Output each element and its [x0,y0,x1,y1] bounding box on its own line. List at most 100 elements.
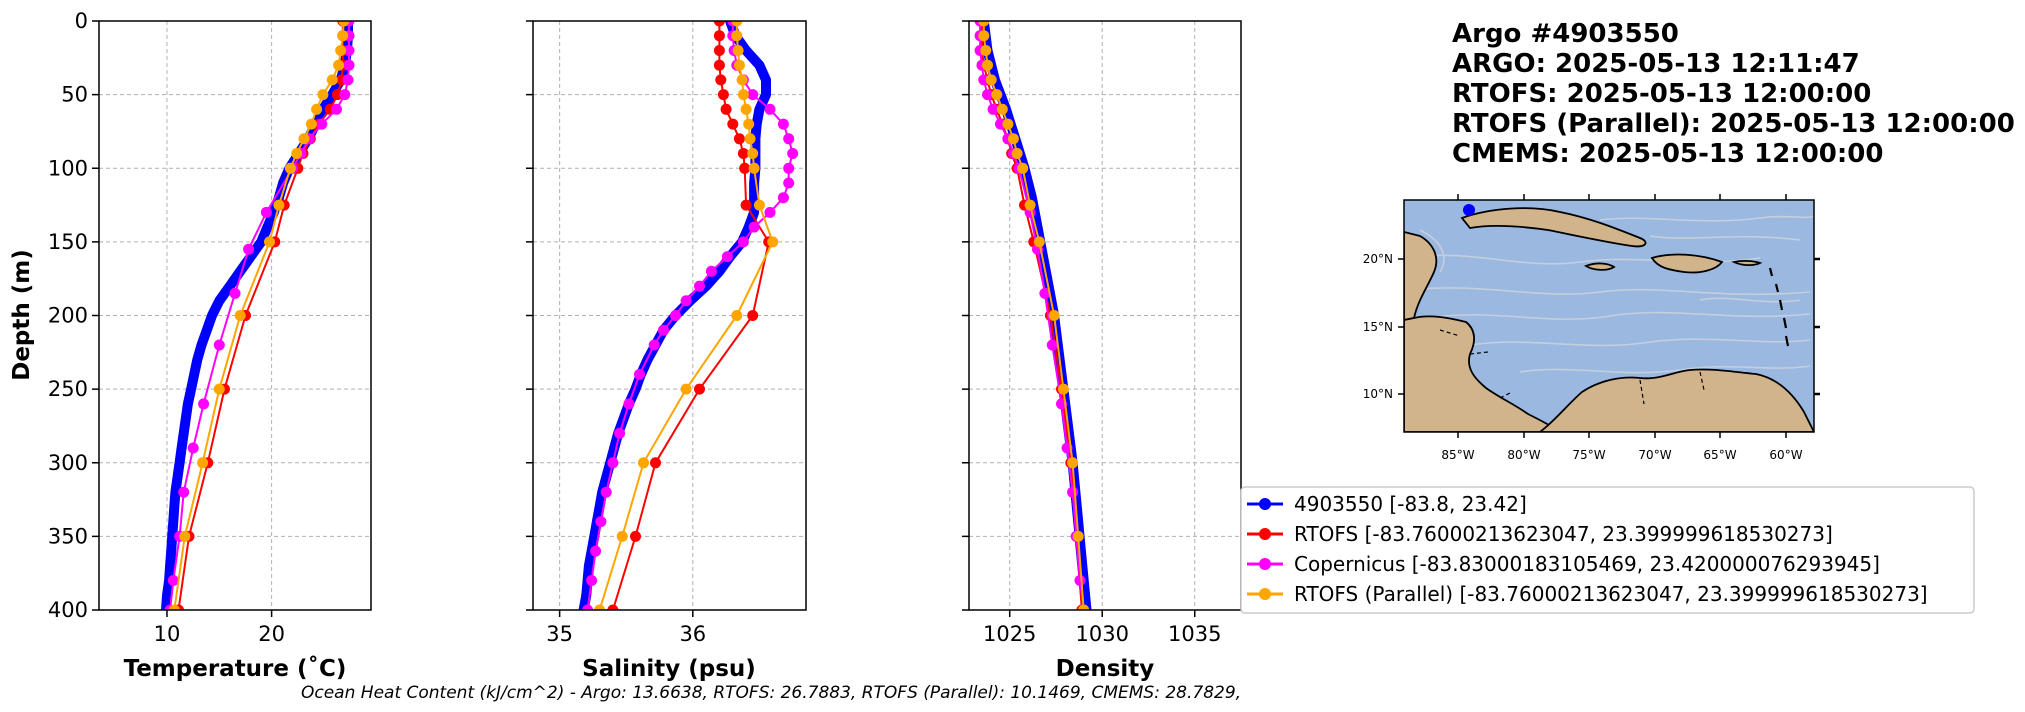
map-lesser-antilles [1768,267,1790,347]
salinity-copernicus-point [764,206,776,218]
map-lon-label: 70°W [1638,448,1671,462]
salinity-rtofs-point [715,74,727,86]
temperature-xlabel: Temperature (˚C) [124,655,347,682]
salinity-rtofs-parallel-point [731,310,743,321]
map-float-marker [1463,204,1475,216]
salinity-copernicus-point [748,221,760,233]
density-rtofs-parallel-point [1002,118,1014,130]
salinity-copernicus-point [787,148,799,159]
map-land-jamaica [1584,262,1616,271]
map-streamlines [1409,215,1814,374]
salinity-copernicus-point [614,427,626,439]
map-borders [1439,329,1705,405]
temperature-rtofs-parallel-point [317,89,329,101]
ytick-label: 150 [48,230,88,254]
map-lon-label: 65°W [1703,448,1736,462]
xtick-label: 10 [154,622,181,646]
salinity-copernicus-point [737,236,749,248]
salinity-copernicus-point [783,133,795,145]
salinity-copernicus-point [783,177,795,189]
legend-box [1240,486,1975,614]
map-frame [1403,199,1815,433]
salinity-rtofs-parallel-point [767,236,779,248]
temperature-copernicus-point [213,339,225,351]
density-rtofs-parallel-point [978,30,990,42]
temperature-copernicus-point [343,45,355,56]
depth-ylabel: Depth (m) [9,249,35,381]
legend-label-copernicus: Copernicus [-83.83000183105469, 23.42000… [1294,552,1880,576]
temperature-rtofs-parallel-point [337,30,349,42]
salinity-copernicus-point [623,398,635,410]
xtick-label: 1035 [1168,622,1221,646]
ytick-label: 0 [75,9,88,33]
temperature-rtofs-parallel-point [333,59,345,71]
title-line-1: Argo #4903550 [1452,19,1679,49]
salinity-rtofs-point [694,383,705,395]
salinity-rtofs-point [717,89,729,101]
density-panel: 1025 1030 1035 Density [962,20,1242,682]
salinity-copernicus-point [595,516,607,528]
salinity-rtofs-parallel-point [740,103,752,115]
density-rtofs-parallel-point [978,21,990,27]
temperature-rtofs-parallel-point [273,199,285,211]
temperature-rtofs-parallel-point [213,383,225,395]
density-copernicus-point [1067,486,1079,498]
ytick-label: 300 [48,451,88,475]
legend-label-rtofs-parallel: RTOFS (Parallel) [-83.76000213623047, 23… [1294,582,1928,606]
temperature-copernicus-point [229,287,241,299]
title-line-2: ARGO: 2025-05-13 12:11:47 [1452,49,1860,79]
title-line-3: RTOFS: 2025-05-13 12:00:00 [1452,79,1871,109]
salinity-rtofs-point [737,148,749,159]
temperature-panel: 0 50 100 150 200 250 300 350 400 10 20 Temperature… [9,9,372,682]
salinity-rtofs-parallel-point [733,59,745,71]
density-rtofs-parallel-point [1078,604,1090,610]
temperature-copernicus-point [331,103,342,115]
xtick-label: 36 [679,622,706,646]
salinity-rtofs-parallel-point [737,89,749,101]
salinity-rtofs-parallel-point [748,162,760,174]
salinity-rtofs-parallel-point [736,74,748,86]
density-copernicus-point [987,103,999,115]
salinity-rtofs-point [740,199,752,211]
density-rtofs-parallel-point [980,45,992,56]
xtick-label: 35 [546,622,573,646]
salinity-copernicus-point [721,251,733,263]
salinity-copernicus-point [777,118,789,130]
temperature-rtofs-parallel-point [311,103,323,115]
salinity-copernicus-point [648,339,660,351]
density-rtofs-parallel-point [1067,457,1079,469]
temperature-rtofs-parallel-point [197,457,209,469]
map-lon-label: 85°W [1441,448,1474,462]
temperature-rtofs-parallel-point [298,133,310,145]
salinity-copernicus-point [783,162,795,174]
salinity-copernicus-point [586,575,598,586]
salinity-rtofs-parallel-point [732,45,744,56]
salinity-rtofs-point [720,103,732,115]
title-line-4: RTOFS (Parallel): 2025-05-13 12:00:00 [1452,109,2015,139]
salinity-rtofs-parallel-point [731,21,743,27]
density-rtofs-parallel-point [1057,383,1069,395]
salinity-rtofs-parallel-point [744,133,756,145]
legend-label-argo: 4903550 [-83.8, 23.42] [1294,492,1527,516]
density-rtofs-parallel-point [1007,133,1019,145]
map-lat-ticks: 20°N 15°N 10°N [1363,252,1820,401]
salinity-rtofs-parallel-point [616,530,628,542]
temperature-rtofs-parallel-point [179,530,191,542]
density-rtofs-parallel-point [1048,310,1060,321]
map-land-south-america [1538,368,1814,432]
salinity-copernicus-point [705,265,717,277]
density-rtofs-parallel-point [1017,162,1029,174]
map-lat-label: 10°N [1363,387,1393,401]
temperature-rtofs-parallel-point [305,118,317,130]
salinity-copernicus-point [694,280,705,292]
salinity-rtofs-parallel-point [731,30,743,42]
salinity-xlabel: Salinity (psu) [582,656,756,682]
temperature-copernicus-point [343,59,355,71]
ytick-label: 350 [48,524,88,548]
map-land-central-america [1404,315,1562,432]
salinity-copernicus-point [680,295,692,307]
density-xlabel: Density [1056,656,1155,682]
density-rtofs-parallel-point [985,74,997,86]
salinity-rtofs-point [713,59,725,71]
salinity-copernicus-point [764,103,776,115]
